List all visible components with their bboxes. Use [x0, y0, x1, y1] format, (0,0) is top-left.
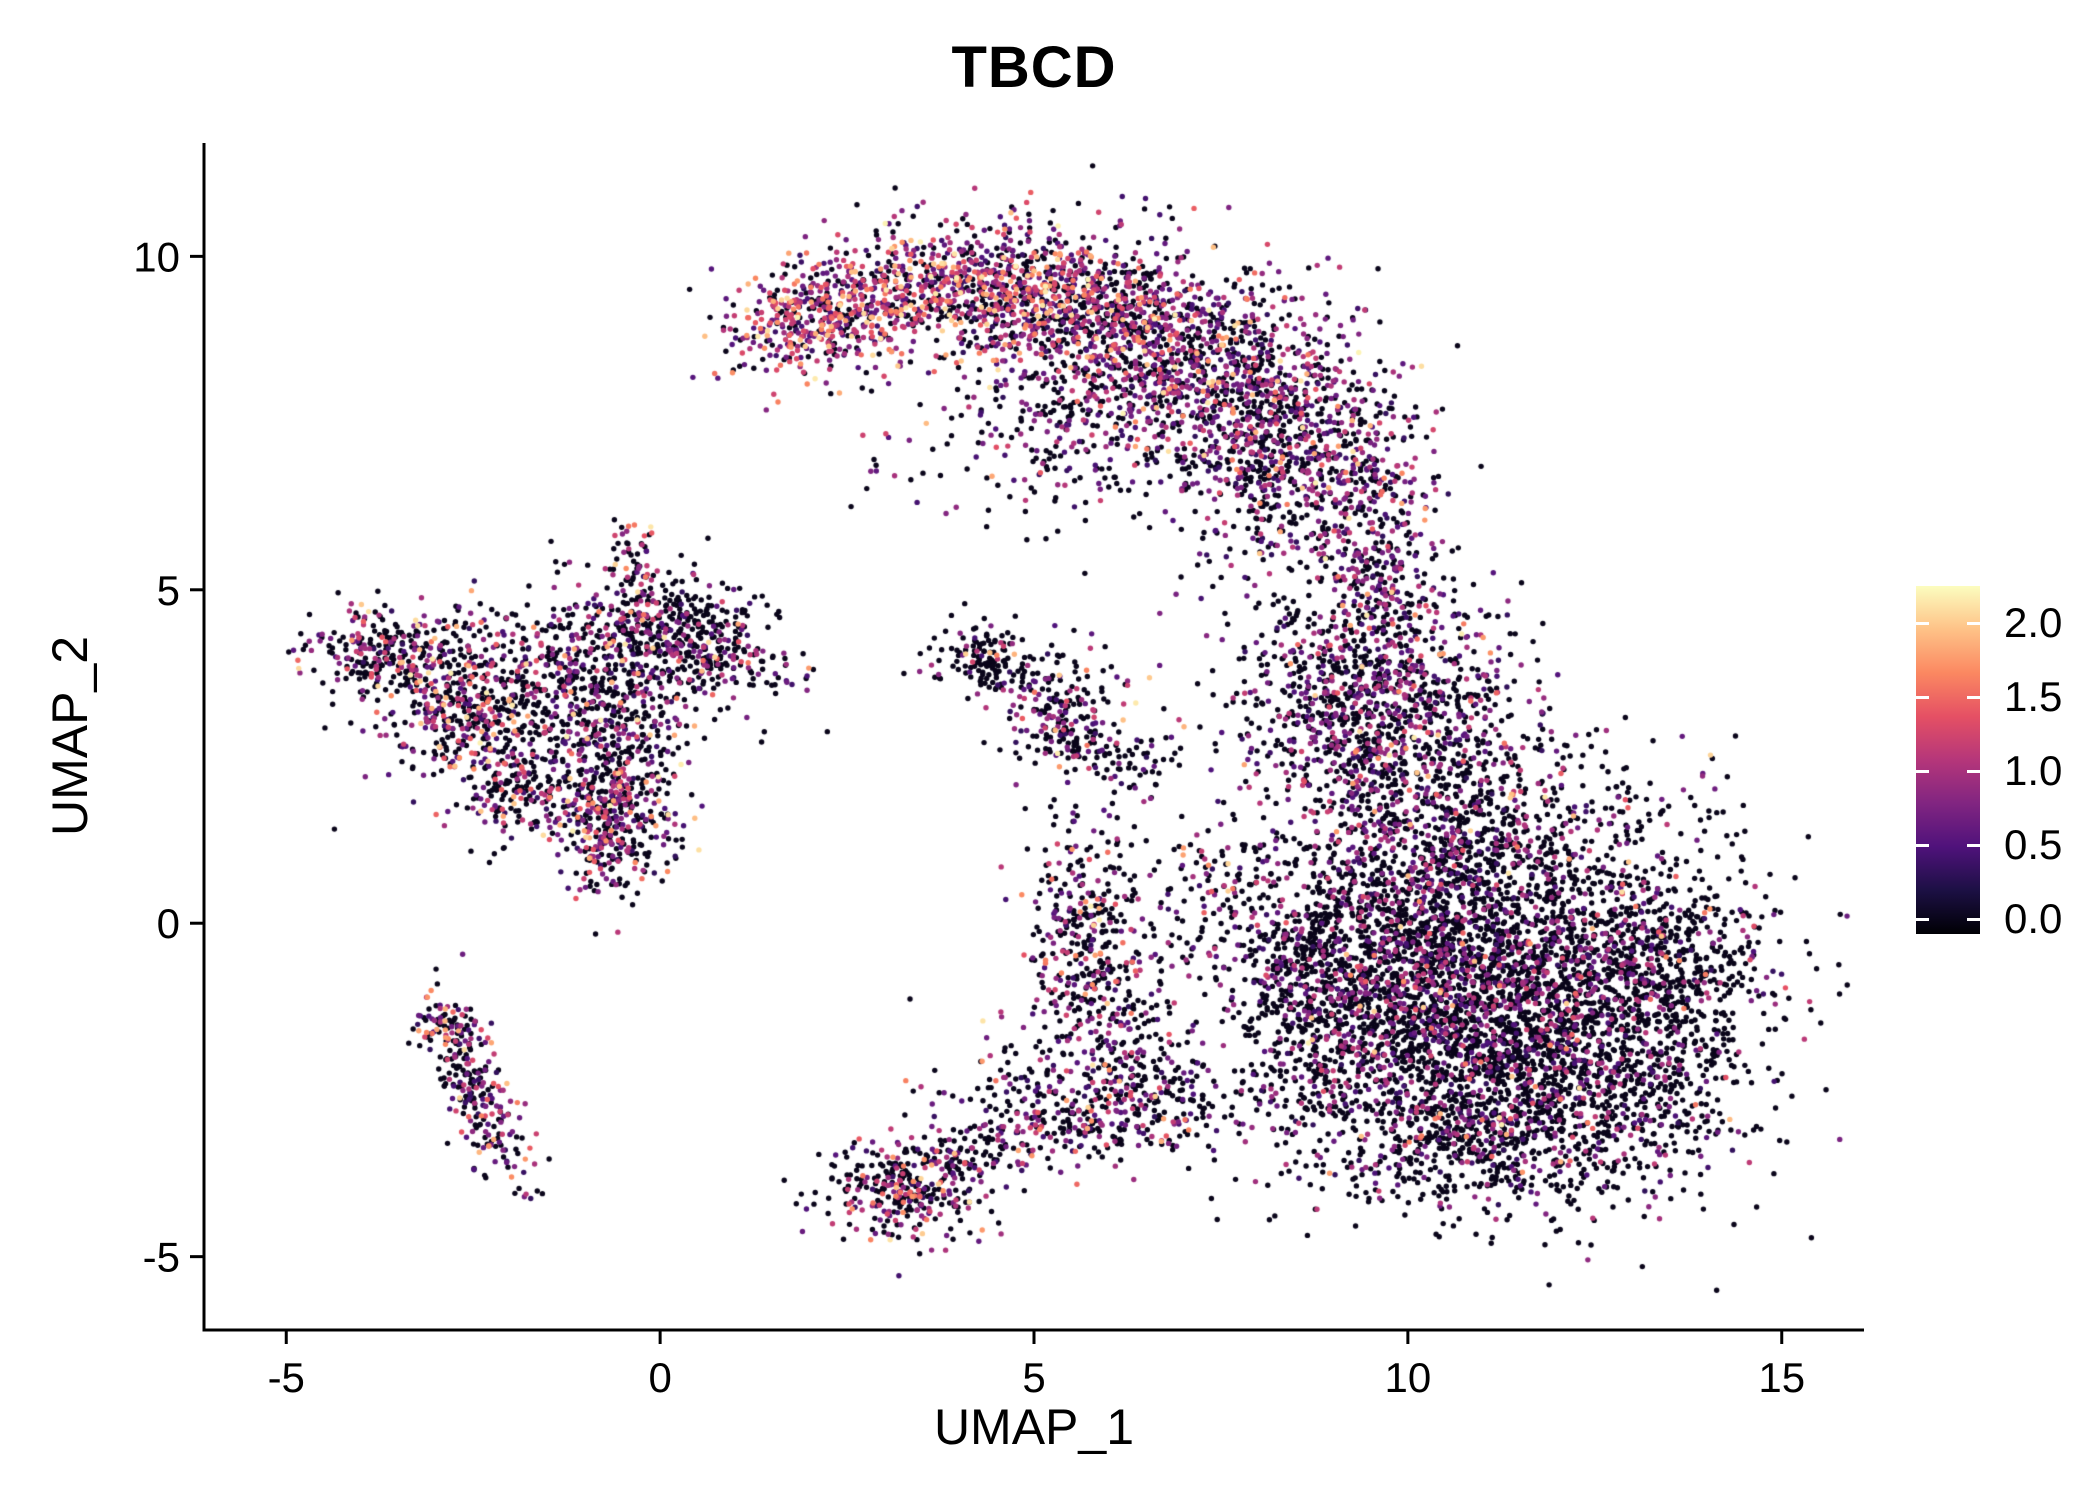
- colorbar-tick-label: 0.5: [2004, 821, 2063, 869]
- colorbar-tick: [1916, 769, 1929, 773]
- colorbar-tick: [1967, 917, 1980, 921]
- y-axis-title: UMAP_2: [42, 635, 98, 837]
- x-axis-tick-label: 15: [1758, 1354, 1805, 1401]
- x-axis-title: UMAP_1: [933, 1399, 1135, 1455]
- colorbar-tick-label: 1.0: [2004, 747, 2063, 795]
- x-axis-tick-label: 10: [1385, 1354, 1432, 1401]
- colorbar-tick-label: 0.0: [2004, 895, 2063, 943]
- x-axis-tick-label: 5: [1022, 1354, 1045, 1401]
- colorbar-tick: [1916, 917, 1929, 921]
- colorbar-tick: [1916, 621, 1929, 625]
- x-axis-tick-label: -5: [268, 1354, 305, 1401]
- colorbar-tick: [1916, 695, 1929, 699]
- colorbar-tick-label: 2.0: [2004, 599, 2063, 647]
- colorbar-tick: [1967, 843, 1980, 847]
- colorbar-tick: [1967, 621, 1980, 625]
- y-axis-tick-label: 10: [133, 233, 180, 280]
- colorbar-tick-label: 1.5: [2004, 673, 2063, 721]
- colorbar-tick: [1916, 843, 1929, 847]
- colorbar-tick: [1967, 695, 1980, 699]
- y-axis-tick-label: -5: [143, 1234, 180, 1281]
- colorbar-tick: [1967, 769, 1980, 773]
- colorbar-gradient: [1916, 586, 1980, 934]
- x-axis-tick-label: 0: [648, 1354, 671, 1401]
- plot-title: TBCD: [951, 35, 1117, 100]
- y-axis-tick-label: 5: [157, 567, 180, 614]
- y-axis-tick-label: 0: [157, 900, 180, 947]
